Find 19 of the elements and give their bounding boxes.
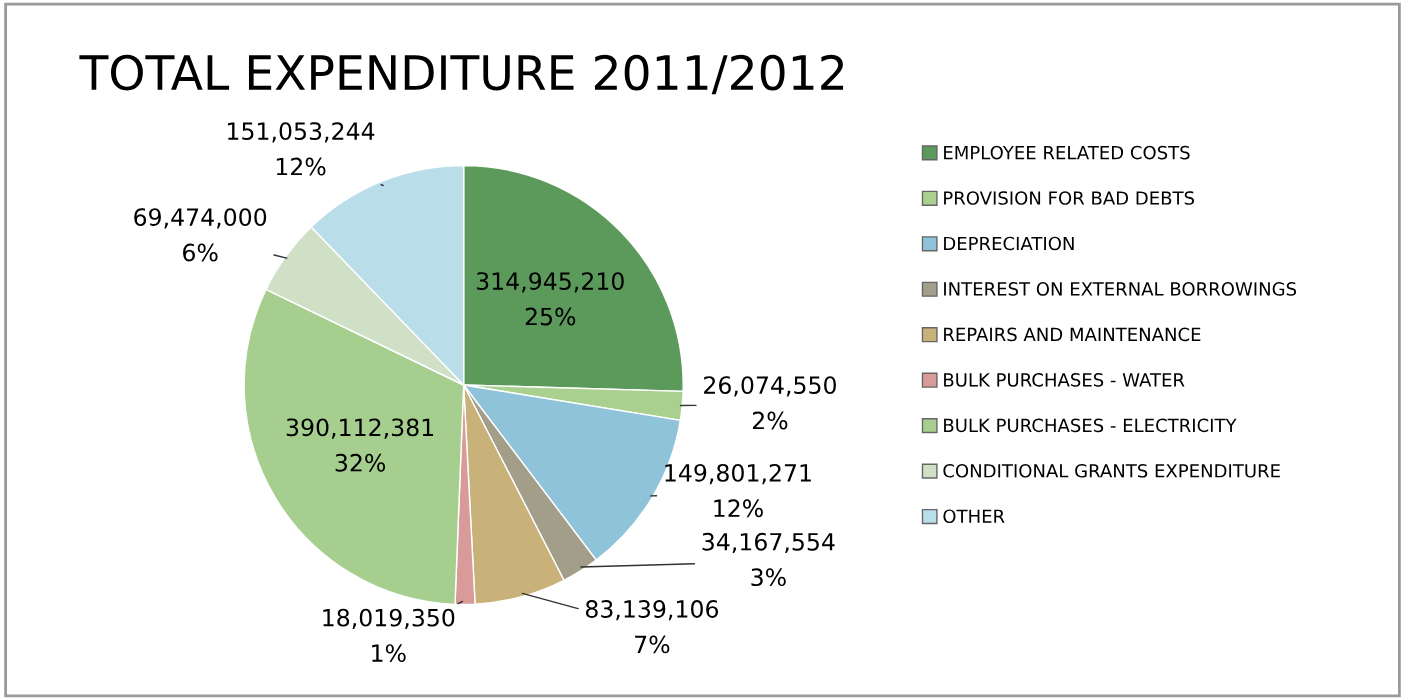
data-label: 149,801,271 12% [665, 463, 811, 518]
data-label: 390,112,381 32% [286, 418, 434, 472]
legend-label: BULK PURCHASES - ELECTRICITY [944, 418, 1237, 433]
legend-label: CONDITIONAL GRANTS EXPENDITURE [943, 463, 1280, 478]
data-label: 18,019,350 1% [323, 608, 455, 663]
legend-label: EMPLOYEE RELATED COSTS [944, 145, 1190, 160]
data-label: 34,167,554 3% [702, 532, 835, 587]
legend-label: REPAIRS AND MAINTENANCE [944, 327, 1201, 342]
data-label: 26,074,550 2% [704, 376, 836, 430]
data-label: 83,139,106 7% [585, 600, 719, 654]
legend-label: INTEREST ON EXTERNAL BORROWINGS [944, 282, 1297, 296]
legend-label: BULK PURCHASES - WATER [944, 373, 1185, 387]
legend-label: PROVISION FOR BAD DEBTS [944, 191, 1195, 205]
chart-title: TOTAL EXPENDITURE 2011/2012 [79, 54, 844, 95]
legend-label: DEPRECIATION [944, 236, 1074, 251]
legend-label: OTHER [943, 509, 1005, 524]
data-label: 151,053,244 12% [228, 122, 375, 176]
data-label: 69,474,000 6% [134, 208, 267, 262]
data-label: 314,945,210 25% [476, 272, 624, 326]
